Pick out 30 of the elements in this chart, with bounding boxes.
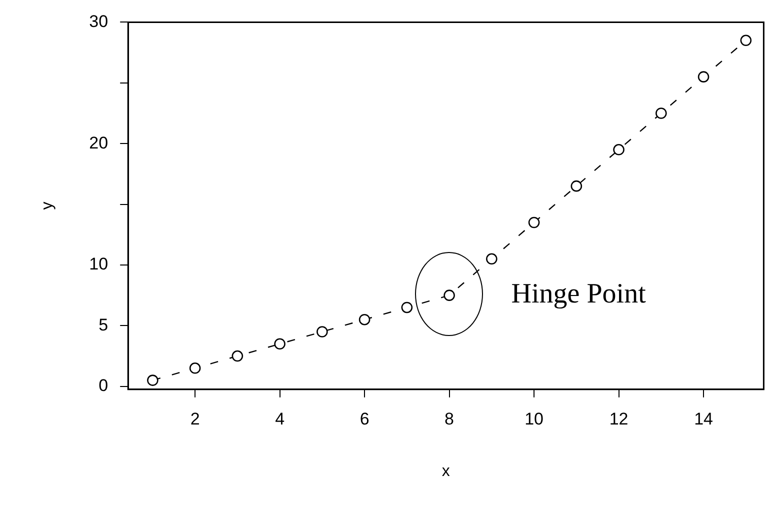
y-tick-label: 10 <box>89 254 108 274</box>
point <box>232 350 244 362</box>
point <box>570 180 582 192</box>
x-tick-label: 8 <box>444 409 454 428</box>
point <box>528 216 540 228</box>
x-tick-label: 12 <box>609 409 628 428</box>
point <box>147 374 158 386</box>
point <box>444 290 455 301</box>
point <box>740 34 752 46</box>
y-tick-label: 5 <box>98 315 108 334</box>
point <box>656 108 667 119</box>
x-axis-title: x <box>442 462 450 480</box>
point <box>358 314 370 326</box>
y-tick-label: 0 <box>98 376 108 396</box>
point <box>401 302 413 314</box>
x-tick-label: 2 <box>190 409 200 428</box>
point <box>189 362 201 374</box>
x-tick-label: 10 <box>524 409 544 428</box>
point <box>316 326 328 338</box>
y-tick-label: 20 <box>89 133 108 152</box>
annotation: Hinge Point <box>511 278 646 310</box>
x-tick-label: 4 <box>275 409 285 428</box>
point <box>274 338 286 350</box>
y-axis-title: y <box>39 202 56 210</box>
x-tick-label: 6 <box>360 409 370 428</box>
point <box>486 253 498 265</box>
y-tick-label: 30 <box>89 12 108 31</box>
point <box>613 144 624 156</box>
x-tick-label: 14 <box>694 409 713 428</box>
point <box>698 71 710 82</box>
